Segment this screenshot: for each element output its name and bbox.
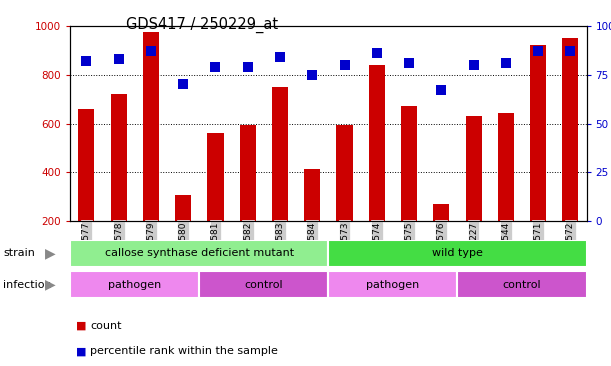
Text: count: count — [90, 321, 122, 331]
Text: ■: ■ — [76, 346, 87, 356]
Bar — [433, 204, 450, 221]
Bar — [498, 112, 514, 221]
Point — [340, 62, 349, 68]
Text: ▶: ▶ — [45, 277, 56, 292]
Text: infection: infection — [3, 280, 52, 290]
Point — [114, 56, 123, 62]
Text: percentile rank within the sample: percentile rank within the sample — [90, 346, 278, 356]
Bar — [337, 125, 353, 221]
Bar — [304, 169, 320, 221]
Text: GSM6577: GSM6577 — [82, 221, 91, 265]
Text: GSM6581: GSM6581 — [211, 221, 220, 265]
Text: wild type: wild type — [432, 249, 483, 258]
Text: GSM6573: GSM6573 — [340, 221, 349, 265]
Text: GSM6572: GSM6572 — [566, 221, 575, 265]
Bar — [401, 107, 417, 221]
Bar — [466, 116, 481, 221]
Bar — [329, 240, 587, 267]
Point — [146, 48, 156, 54]
Point — [211, 64, 221, 70]
Text: control: control — [503, 280, 541, 290]
Text: GSM6580: GSM6580 — [178, 221, 188, 265]
Text: control: control — [244, 280, 283, 290]
Text: GSM6544: GSM6544 — [502, 221, 510, 265]
Text: GSM6571: GSM6571 — [533, 221, 543, 265]
Bar — [70, 240, 329, 267]
Text: GSM6574: GSM6574 — [372, 221, 381, 265]
Text: GSM6227: GSM6227 — [469, 221, 478, 265]
Text: GSM6583: GSM6583 — [276, 221, 285, 265]
Bar — [369, 65, 385, 221]
Bar — [458, 271, 587, 298]
Bar — [199, 271, 329, 298]
Bar — [143, 32, 159, 221]
Point — [275, 54, 285, 60]
Point — [436, 87, 446, 93]
Text: GSM6579: GSM6579 — [147, 221, 155, 265]
Bar — [111, 94, 126, 221]
Point — [566, 48, 576, 54]
Text: GSM6582: GSM6582 — [243, 221, 252, 265]
Bar — [78, 109, 95, 221]
Point — [469, 62, 478, 68]
Bar — [70, 271, 199, 298]
Point — [533, 48, 543, 54]
Point — [81, 58, 91, 64]
Text: GSM6575: GSM6575 — [404, 221, 414, 265]
Bar — [175, 194, 191, 221]
Bar — [329, 271, 458, 298]
Point — [404, 60, 414, 66]
Text: GSM6578: GSM6578 — [114, 221, 123, 265]
Bar — [530, 45, 546, 221]
Bar — [562, 38, 579, 221]
Point — [243, 64, 252, 70]
Point — [372, 50, 382, 56]
Text: strain: strain — [3, 249, 35, 258]
Bar — [272, 87, 288, 221]
Point — [178, 82, 188, 87]
Text: pathogen: pathogen — [108, 280, 161, 290]
Text: ▶: ▶ — [45, 246, 56, 261]
Bar — [240, 125, 256, 221]
Text: GSM6576: GSM6576 — [437, 221, 446, 265]
Point — [501, 60, 511, 66]
Text: callose synthase deficient mutant: callose synthase deficient mutant — [104, 249, 294, 258]
Point — [307, 72, 317, 78]
Bar — [207, 133, 224, 221]
Text: GSM6584: GSM6584 — [308, 221, 316, 265]
Text: ■: ■ — [76, 321, 87, 331]
Text: GDS417 / 250229_at: GDS417 / 250229_at — [126, 16, 277, 33]
Text: pathogen: pathogen — [367, 280, 420, 290]
